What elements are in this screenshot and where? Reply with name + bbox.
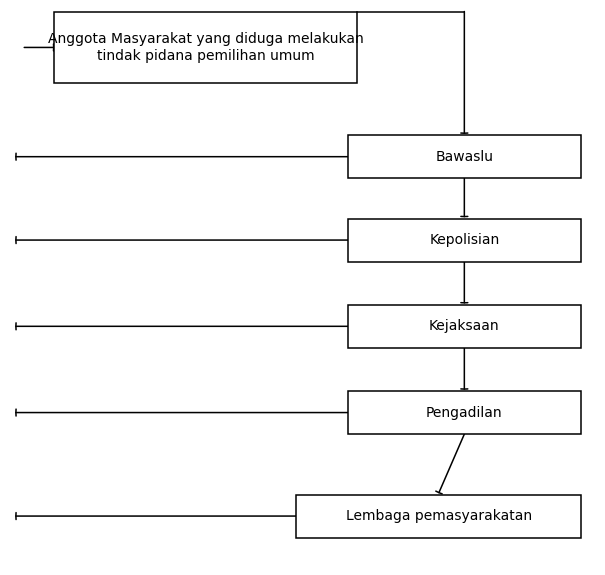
Text: Bawaslu: Bawaslu [436,150,493,164]
FancyBboxPatch shape [348,218,581,262]
FancyBboxPatch shape [54,12,357,83]
Text: Kepolisian: Kepolisian [429,233,500,247]
FancyBboxPatch shape [348,391,581,434]
Text: Anggota Masyarakat yang diduga melakukan
tindak pidana pemilihan umum: Anggota Masyarakat yang diduga melakukan… [48,32,364,63]
FancyBboxPatch shape [296,494,581,538]
FancyBboxPatch shape [348,135,581,178]
Text: Kejaksaan: Kejaksaan [429,319,500,333]
Text: Lembaga pemasyarakatan: Lembaga pemasyarakatan [345,509,532,523]
Text: Pengadilan: Pengadilan [426,405,503,420]
FancyBboxPatch shape [348,305,581,348]
